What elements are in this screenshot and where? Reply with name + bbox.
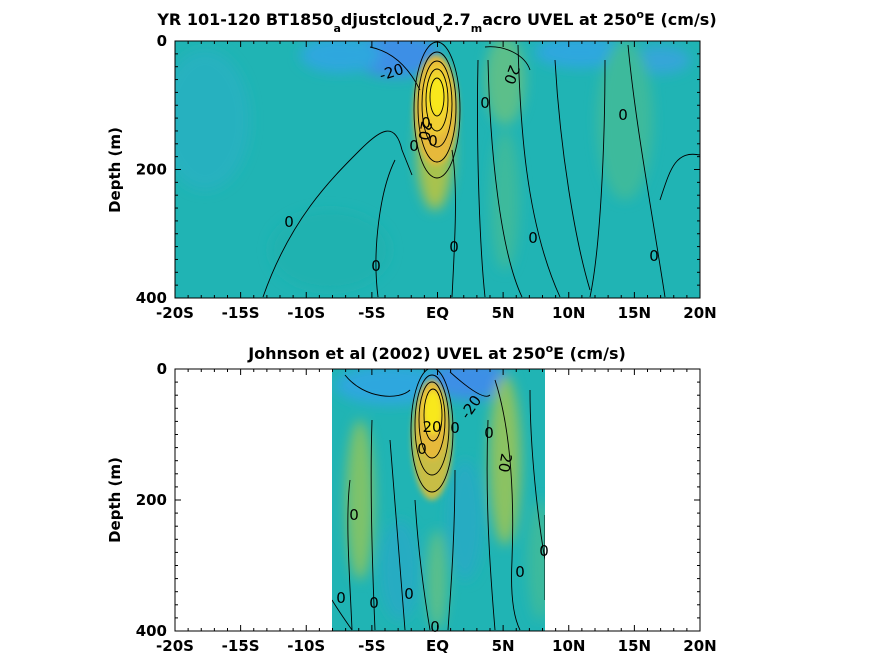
top-y-axis-label: Depth (m) bbox=[106, 127, 124, 213]
bottom-contour-label: 0 bbox=[417, 440, 427, 458]
bottom-y-tick-label: 200 bbox=[136, 491, 167, 509]
bottom-x-ticks: -20S -15S -10S -5S EQ 5N 10N 15N 20N bbox=[156, 369, 717, 655]
bottom-contour-label: 0 bbox=[430, 618, 440, 636]
top-contour-label: 0 bbox=[284, 213, 294, 231]
bottom-y-tick-label: 0 bbox=[157, 360, 167, 378]
bottom-contour-label: 0 bbox=[336, 589, 346, 607]
top-contour-label: 0 bbox=[371, 257, 381, 275]
top-contour-label: 0 bbox=[428, 132, 438, 150]
top-jet-core bbox=[414, 55, 458, 165]
bottom-x-tick-label: -10S bbox=[287, 637, 325, 655]
bottom-contour-label: 0 bbox=[369, 594, 379, 612]
bottom-y-axis-label: Depth (m) bbox=[106, 457, 124, 543]
top-contour-label: 20 bbox=[500, 63, 523, 87]
top-y-tick-label: 400 bbox=[136, 289, 167, 307]
bottom-contour-label: 0 bbox=[539, 542, 549, 560]
bottom-heatmap bbox=[332, 369, 545, 631]
top-contour-label: 0 bbox=[409, 137, 419, 155]
bottom-contour-label: 20 bbox=[422, 418, 441, 436]
top-x-tick-label: -15S bbox=[222, 304, 260, 322]
top-contour-label: 20 bbox=[414, 120, 435, 142]
top-contour-label: 0 bbox=[618, 106, 628, 124]
top-x-tick-label: 15N bbox=[618, 304, 651, 322]
top-contour-label: 0 bbox=[449, 238, 459, 256]
top-heatmap bbox=[175, 41, 700, 298]
bottom-x-tick-label: EQ bbox=[426, 637, 449, 655]
bottom-field-shading bbox=[335, 369, 545, 630]
bottom-contour-label: 20 bbox=[494, 452, 515, 474]
bottom-x-tick-label: 20N bbox=[683, 637, 716, 655]
bottom-contour-label: 0 bbox=[484, 424, 494, 442]
top-x-tick-label: -5S bbox=[358, 304, 385, 322]
bottom-contour-label: 0 bbox=[349, 506, 359, 524]
bottom-x-tick-label: 10N bbox=[552, 637, 585, 655]
top-y-tick-label: 200 bbox=[136, 161, 167, 179]
top-contour-label: 0 bbox=[421, 114, 431, 132]
bottom-x-tick-label: -5S bbox=[358, 637, 385, 655]
top-contour-label: 0 bbox=[480, 94, 490, 112]
bottom-panel-title: Johnson et al (2002) UVEL at 250oE (cm/s… bbox=[247, 342, 626, 363]
top-x-tick-label: -10S bbox=[287, 304, 325, 322]
bottom-contours bbox=[332, 369, 545, 631]
top-x-tick-label: EQ bbox=[426, 304, 449, 322]
bottom-panel: Johnson et al (2002) UVEL at 250oE (cm/s… bbox=[106, 342, 717, 655]
bottom-contour-label: 0 bbox=[515, 563, 525, 581]
top-contour-label: 0 bbox=[649, 247, 659, 265]
bottom-x-tick-label: -15S bbox=[222, 637, 260, 655]
bottom-x-tick-label: 15N bbox=[618, 637, 651, 655]
bottom-x-tick-label: -20S bbox=[156, 637, 194, 655]
top-y-tick-label: 0 bbox=[157, 32, 167, 50]
top-contour-label: 0 bbox=[528, 229, 538, 247]
top-x-tick-label: 5N bbox=[492, 304, 515, 322]
top-contours bbox=[262, 41, 700, 298]
top-panel-title: YR 101-120 BT1850adjustcloudv2.7macro UV… bbox=[156, 8, 716, 35]
bottom-x-tick-label: 5N bbox=[492, 637, 515, 655]
top-x-tick-label: -20S bbox=[156, 304, 194, 322]
top-x-tick-label: 20N bbox=[683, 304, 716, 322]
bottom-contour-label: 0 bbox=[450, 419, 460, 437]
top-panel: YR 101-120 BT1850adjustcloudv2.7macro UV… bbox=[106, 8, 717, 322]
top-x-tick-label: 10N bbox=[552, 304, 585, 322]
top-x-ticks: -20S -15S -10S -5S EQ 5N 10N 15N 20N bbox=[156, 41, 717, 322]
bottom-contour-label: 0 bbox=[404, 585, 414, 603]
bottom-y-tick-label: 400 bbox=[136, 622, 167, 640]
